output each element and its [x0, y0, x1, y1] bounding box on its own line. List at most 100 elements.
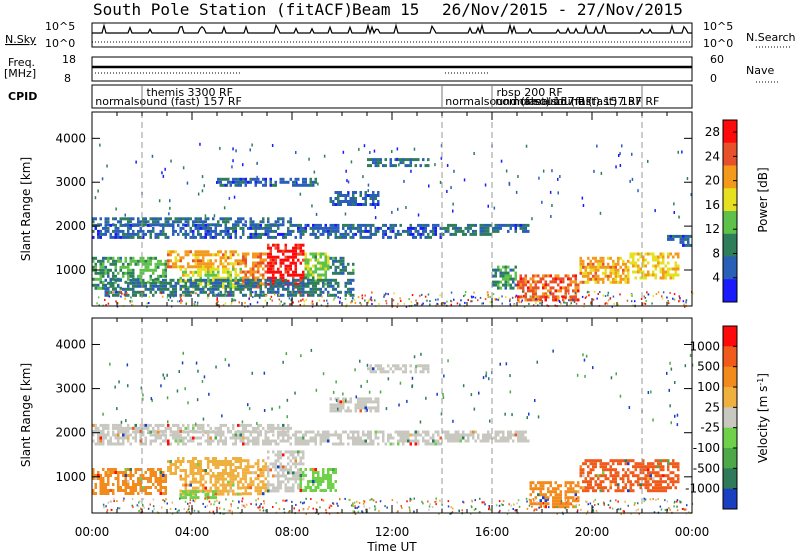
heat-cell: [524, 436, 527, 440]
heat-cell: [567, 277, 570, 281]
sparse-cell: [342, 150, 345, 154]
heat-cell: [162, 229, 165, 233]
heat-cell: [612, 259, 615, 263]
heat-cell: [282, 220, 285, 224]
noise-cell: [129, 300, 131, 302]
heat-cell: [182, 265, 185, 269]
heat-cell: [384, 223, 387, 227]
heat-cell: [99, 486, 102, 489]
heat-cell: [222, 442, 225, 446]
heat-cell: [604, 274, 607, 278]
heat-cell: [117, 232, 120, 236]
heat-cell: [607, 277, 610, 281]
heat-cell: [587, 277, 590, 281]
heat-cell: [332, 229, 335, 233]
heat-cell: [169, 217, 172, 221]
heat-cell: [509, 436, 512, 440]
heat-cell: [672, 480, 675, 484]
noise-cell: [484, 298, 487, 301]
heat-cell: [217, 278, 220, 282]
heat-cell: [544, 280, 547, 284]
noise-cell: [443, 303, 445, 306]
heat-cell: [297, 284, 300, 288]
noise-cell: [180, 298, 182, 301]
heat-cell: [564, 289, 567, 293]
heat-cell: [659, 474, 662, 478]
heat-cell: [239, 183, 242, 187]
heat-cell: [217, 284, 220, 288]
heat-cell: [182, 278, 185, 282]
heat-cell: [99, 223, 102, 227]
heat-cell: [269, 426, 272, 430]
heat-cell: [504, 439, 507, 443]
heat-cell: [269, 423, 272, 427]
heat-cell: [302, 226, 305, 230]
heat-cell: [97, 436, 100, 440]
heat-cell: [339, 268, 342, 272]
heat-cell: [554, 502, 557, 506]
heat-cell: [347, 409, 350, 413]
heat-cell: [199, 270, 202, 274]
heat-cell: [447, 226, 450, 230]
heat-cell: [599, 277, 602, 281]
heat-cell: [127, 226, 130, 230]
heat-cell: [229, 293, 232, 297]
nsky-tick-top: 10^5: [45, 20, 75, 33]
heat-cell: [247, 252, 250, 256]
heat-cell: [259, 180, 262, 184]
heat-cell: [254, 261, 257, 265]
heat-cell: [372, 406, 375, 410]
colorbar-segment: [723, 188, 737, 212]
noise-cell: [522, 290, 524, 293]
heat-cell: [302, 270, 305, 274]
heat-cell: [307, 264, 310, 268]
heat-cell: [107, 433, 110, 437]
heat-cell: [262, 267, 265, 271]
heat-cell: [332, 256, 335, 260]
heat-cell: [297, 474, 300, 478]
heat-cell: [424, 164, 427, 168]
heat-cell: [457, 430, 460, 434]
heat-cell: [199, 463, 202, 466]
heat-cell: [604, 462, 607, 466]
heat-cell: [142, 223, 145, 227]
heat-cell: [152, 278, 155, 282]
heat-cell: [297, 226, 300, 230]
heat-cell: [217, 472, 220, 475]
heat-cell: [224, 259, 227, 263]
heat-cell: [424, 223, 427, 227]
heat-cell: [659, 261, 662, 265]
heat-cell: [149, 277, 152, 281]
heat-cell: [324, 287, 327, 291]
heat-cell: [642, 471, 645, 475]
heat-cell: [94, 429, 97, 433]
heat-cell: [167, 442, 170, 446]
heat-cell: [94, 483, 97, 486]
heat-cell: [294, 293, 297, 297]
heat-cell: [447, 439, 450, 443]
sparse-cell: [308, 157, 310, 161]
heat-cell: [302, 489, 305, 492]
noise-cell: [482, 302, 484, 305]
heat-cell: [654, 273, 657, 277]
heat-cell: [297, 471, 300, 475]
heat-cell: [667, 462, 670, 466]
heat-cell: [184, 483, 187, 487]
heat-cell: [542, 484, 545, 488]
heat-cell: [242, 439, 245, 443]
sparse-cell: [619, 164, 622, 167]
heat-cell: [139, 223, 142, 227]
noise-cell: [666, 296, 668, 299]
heat-cell: [659, 465, 662, 469]
heat-cell: [284, 465, 287, 469]
heat-cell: [147, 280, 150, 284]
heat-cell: [242, 282, 245, 286]
heat-cell: [134, 471, 137, 474]
heat-cell: [569, 280, 572, 284]
heat-cell: [537, 286, 540, 290]
heat-cell: [307, 290, 310, 294]
heat-cell: [229, 256, 232, 260]
heat-cell: [197, 284, 200, 288]
heat-cell: [214, 226, 217, 230]
heat-cell: [412, 158, 415, 162]
